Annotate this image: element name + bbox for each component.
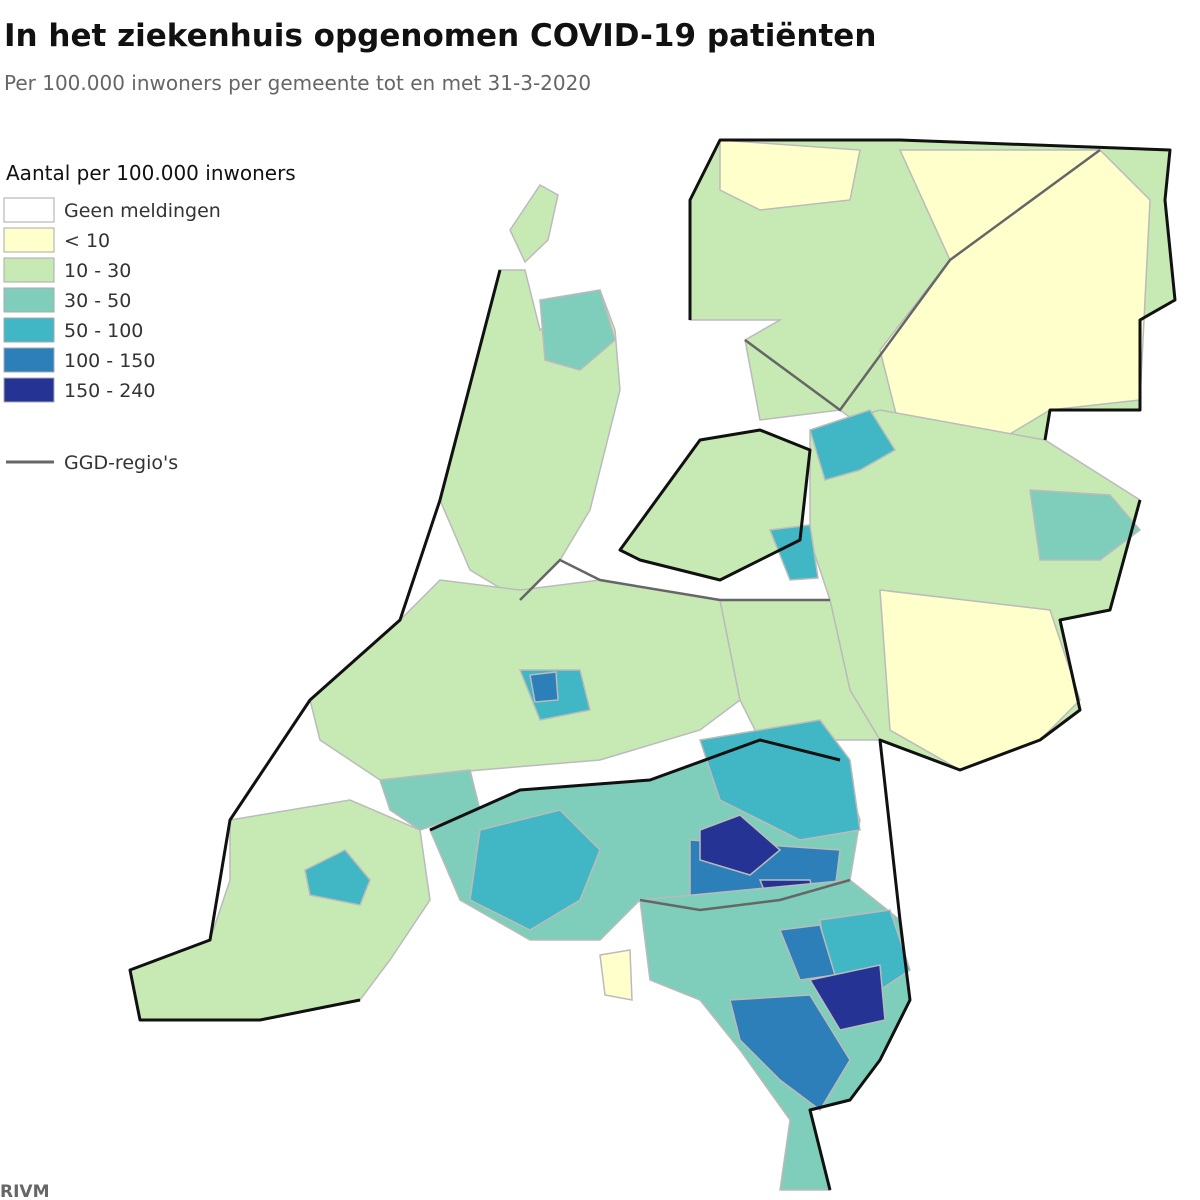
legend-label: 150 - 240 [64, 380, 155, 402]
legend-swatch [3, 377, 55, 403]
border-rivers [429, 738, 841, 832]
region-roermond [808, 964, 886, 1031]
legend-swatch [3, 347, 55, 373]
legend-swatch [3, 317, 55, 343]
legend-label: 30 - 50 [64, 290, 131, 312]
region-texel [509, 184, 559, 264]
coast-north [688, 138, 1177, 441]
region-zeeland [129, 799, 431, 1021]
border-flevoland [618, 428, 812, 582]
region-maas [699, 719, 861, 841]
legend-swatch [3, 257, 55, 283]
region-weert [729, 994, 851, 1112]
title: In het ziekenhuis opgenomen COVID-19 pat… [4, 18, 876, 54]
region-alphen [529, 671, 559, 703]
source: RIVM [0, 1182, 50, 1200]
legend: Geen meldingen < 10 10 - 30 30 - 50 50 - 100… [3, 197, 221, 403]
ggd-legend-label: GGD-regio's [64, 452, 178, 474]
map [128, 138, 1177, 1191]
coast-west [128, 269, 502, 1022]
region-baarle [599, 949, 633, 1001]
subtitle: Per 100.000 inwoners per gemeente tot en… [4, 71, 591, 95]
legend-label: Geen meldingen [64, 200, 221, 222]
region-west-brabant [469, 809, 601, 931]
legend-swatch [3, 287, 55, 313]
ggd-border-north [744, 148, 1101, 412]
legend-swatch [3, 197, 55, 223]
ggd-border [639, 878, 851, 912]
ggd-border-mid [519, 558, 830, 602]
region-west-friesland [539, 289, 616, 371]
legend-title: Aantal per 100.000 inwoners [6, 161, 296, 185]
region-zwolle [809, 409, 897, 481]
region-drenthe [879, 149, 1151, 441]
legend-label: < 10 [64, 230, 110, 252]
border-east [808, 499, 1142, 1191]
legend-swatch [3, 227, 55, 253]
region-veluwe [768, 524, 819, 581]
region-friesland-north [719, 139, 861, 211]
region-uden [699, 814, 782, 876]
legend-label: 100 - 150 [64, 350, 155, 372]
legend-label: 50 - 100 [64, 320, 143, 342]
legend-label: 10 - 30 [64, 260, 131, 282]
region-twente [1029, 489, 1142, 561]
region-schouwen [304, 849, 371, 906]
